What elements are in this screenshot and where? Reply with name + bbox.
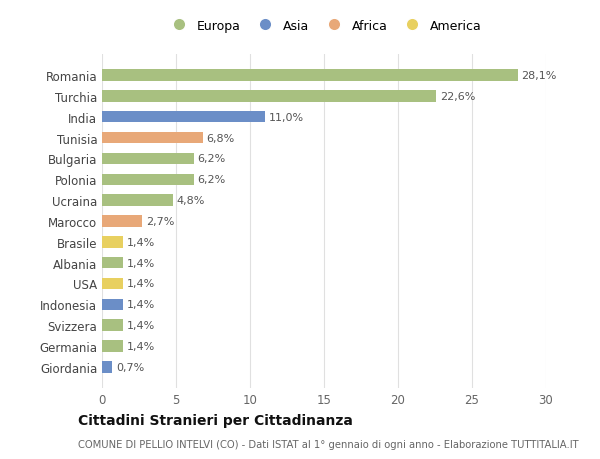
Bar (102, 133, 203, 144)
Text: 6,2%: 6,2% (197, 175, 226, 185)
Bar (102, 174, 194, 185)
Text: 1,4%: 1,4% (127, 320, 155, 330)
Text: COMUNE DI PELLIO INTELVI (CO) - Dati ISTAT al 1° gennaio di ogni anno - Elaboraz: COMUNE DI PELLIO INTELVI (CO) - Dati IST… (78, 440, 578, 449)
Text: 28,1%: 28,1% (521, 71, 557, 81)
Text: 2,7%: 2,7% (146, 217, 174, 226)
Bar (102, 195, 173, 207)
Text: 1,4%: 1,4% (127, 237, 155, 247)
Bar (102, 320, 123, 331)
Text: 11,0%: 11,0% (269, 112, 304, 123)
Bar (102, 236, 123, 248)
Text: 1,4%: 1,4% (127, 279, 155, 289)
Bar (102, 341, 123, 352)
Text: Cittadini Stranieri per Cittadinanza: Cittadini Stranieri per Cittadinanza (78, 414, 353, 428)
Text: 6,2%: 6,2% (197, 154, 226, 164)
Bar (102, 70, 518, 82)
Bar (102, 361, 112, 373)
Text: 1,4%: 1,4% (127, 300, 155, 310)
Bar (102, 278, 123, 290)
Bar (102, 153, 194, 165)
Text: 0,7%: 0,7% (116, 362, 145, 372)
Bar (102, 216, 142, 227)
Bar (102, 112, 265, 123)
Legend: Europa, Asia, Africa, America: Europa, Asia, Africa, America (161, 15, 487, 38)
Bar (102, 91, 436, 102)
Text: 1,4%: 1,4% (127, 341, 155, 351)
Text: 4,8%: 4,8% (177, 196, 205, 206)
Text: 1,4%: 1,4% (127, 258, 155, 268)
Bar (102, 299, 123, 310)
Text: 22,6%: 22,6% (440, 92, 476, 102)
Text: 6,8%: 6,8% (206, 133, 235, 143)
Bar (102, 257, 123, 269)
